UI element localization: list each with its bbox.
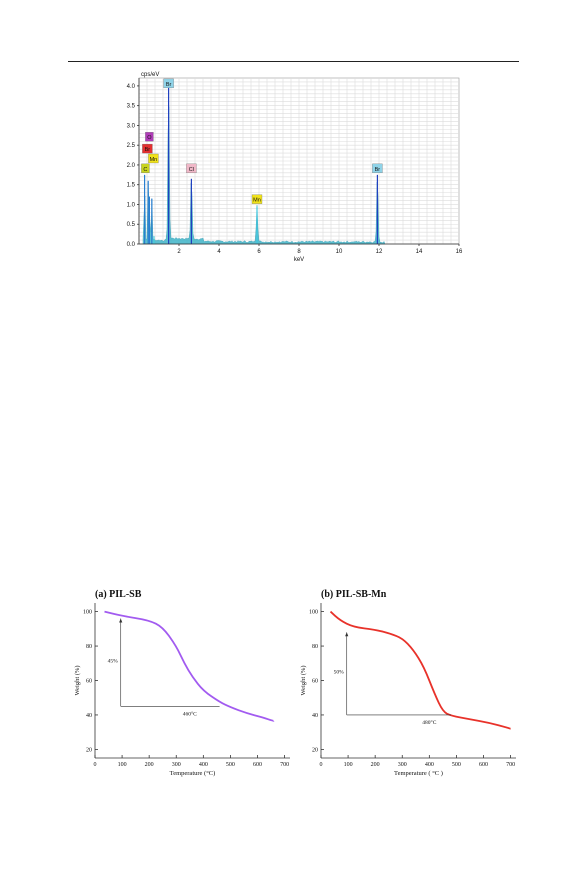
eds-peak-label-box — [148, 153, 159, 164]
eds-x-axis-label: keV — [294, 257, 304, 263]
tga-a-x-axis-label: Temperature (°C) — [170, 770, 216, 777]
eds-spectrum-trace — [142, 87, 386, 245]
page-header-rule — [68, 61, 519, 62]
eds-peak-label: C — [143, 167, 147, 173]
tga-b-x-tick-label: 0 — [320, 762, 323, 768]
eds-peak-label: Br — [375, 167, 381, 173]
eds-y-tick-label: 3.5 — [127, 104, 136, 110]
tga-b-x-tick-label: 700 — [506, 762, 515, 768]
tga-b-y-tick-label: 80 — [312, 644, 318, 650]
eds-x-tick-label: 12 — [376, 249, 383, 255]
eds-y-tick-label: 1.5 — [127, 183, 136, 189]
eds-peak-label-box — [251, 194, 263, 204]
tga-a-percent-label: 45% — [108, 658, 119, 664]
eds-x-tick-label: 14 — [416, 249, 423, 255]
eds-x-tick-label: 8 — [297, 249, 301, 255]
tga-b-y-tick-label: 100 — [309, 610, 318, 616]
tga-a-y-tick-label: 20 — [86, 747, 92, 753]
tga-a-y-tick-label: 60 — [86, 679, 92, 685]
eds-peak-label-box — [142, 143, 153, 154]
tga-a-x-tick-label: 0 — [94, 762, 97, 768]
tga-b-x-tick-label: 100 — [344, 762, 353, 768]
tga-a-x-tick-label: 200 — [145, 762, 154, 768]
tga-b-x-tick-label: 200 — [371, 762, 380, 768]
tga-a-temperature-label: 460°C — [183, 710, 197, 717]
tga-a-weight-curve — [104, 610, 275, 722]
tga-b-percent-label: 50% — [334, 670, 345, 676]
eds-x-tick-label: 10 — [336, 249, 343, 255]
eds-peak-label: Mn — [150, 157, 158, 163]
eds-peak-label-box — [145, 132, 154, 142]
tga-a-x-tick-label: 100 — [118, 762, 127, 768]
eds-peak-label: Mn — [253, 198, 261, 204]
eds-spectrum-fill — [142, 106, 386, 245]
eds-x-tick-label: 6 — [257, 249, 261, 255]
eds-peak-label-box — [372, 163, 383, 174]
tga-b-temperature-label: 480°C — [422, 719, 436, 726]
tga-b-y-tick-label: 20 — [312, 747, 318, 753]
tga-b-x-axis-label: Temperature ( °C ) — [394, 770, 443, 777]
tga-a-y-tick-label: 40 — [86, 713, 92, 719]
eds-y-tick-label: 3.0 — [127, 123, 136, 129]
tga-a-annotation-arrowhead — [119, 618, 123, 623]
tga-a-x-tick-label: 300 — [172, 762, 181, 768]
tga-a-title: (a) PIL-SB — [95, 589, 142, 600]
tga-b-x-tick-label: 300 — [398, 762, 407, 768]
eds-y-tick-label: 4.0 — [127, 84, 136, 90]
tga-a-x-tick-label: 600 — [253, 762, 262, 768]
tga-b-y-tick-label: 40 — [312, 713, 318, 719]
eds-y-tick-label: 1.0 — [127, 202, 136, 208]
eds-peak-label-box — [141, 163, 150, 174]
eds-y-axis-label: cps/eV — [141, 72, 159, 78]
eds-x-tick-label: 4 — [217, 249, 221, 255]
tga-b-y-tick-label: 60 — [312, 679, 318, 685]
tga-b-annotation-arrowhead — [345, 632, 349, 637]
eds-y-tick-label: 0.5 — [127, 222, 136, 228]
eds-peak-label: Cl — [189, 167, 194, 173]
eds-peak-label: O — [147, 135, 152, 141]
eds-x-tick-label: 2 — [177, 249, 181, 255]
eds-y-tick-label: 2.0 — [127, 163, 136, 169]
tga-a-x-tick-label: 400 — [199, 762, 208, 768]
eds-peak-label-box — [186, 163, 197, 174]
tga-b-y-axis-label: Weight (%) — [300, 666, 307, 696]
eds-y-tick-label: 2.5 — [127, 143, 136, 149]
tga-b-title: (b) PIL-SB-Mn — [321, 589, 387, 600]
eds-x-tick-label: 16 — [456, 249, 463, 255]
tga-b-x-tick-label: 400 — [425, 762, 434, 768]
tga-a-y-tick-label: 80 — [86, 644, 92, 650]
tga-b-x-tick-label: 500 — [452, 762, 461, 768]
eds-peak-label: Br — [166, 82, 172, 88]
tga-a-y-tick-label: 100 — [83, 610, 92, 616]
eds-peak-label: Br — [145, 147, 151, 153]
tga-a-y-axis-label: Weight (%) — [74, 666, 81, 696]
eds-y-tick-label: 0.0 — [127, 242, 136, 248]
tga-a-x-tick-label: 500 — [226, 762, 235, 768]
tga-b-x-tick-label: 600 — [479, 762, 488, 768]
tga-a-x-tick-label: 700 — [280, 762, 289, 768]
eds-axes: 0.0 0.5 1.0 1.5 2.0 2.5 3.0 3.5 4.0 2 4 6 8 10 12 14 16 c… — [127, 72, 463, 263]
tga-b-weight-curve — [329, 610, 511, 730]
eds-peak-label-box — [163, 78, 174, 89]
